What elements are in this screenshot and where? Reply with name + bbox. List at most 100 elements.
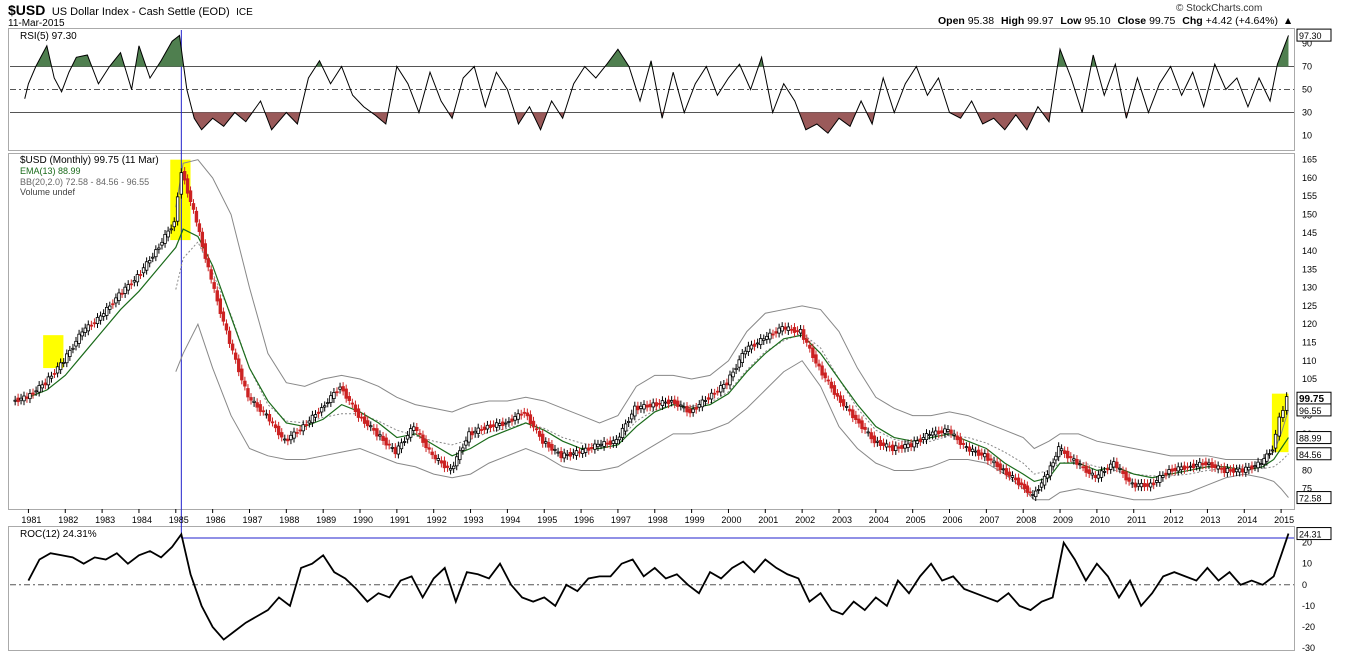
- candle-body: [599, 443, 603, 446]
- candle-body: [854, 414, 858, 421]
- candle-body: [663, 401, 668, 404]
- candle-body: [172, 221, 176, 228]
- candle-body: [160, 241, 164, 246]
- price-panel: 1651601551501451401351301251201151101051…: [13, 155, 1332, 505]
- candle-body: [709, 392, 714, 400]
- candle-body: [283, 438, 287, 441]
- candle-body: [1045, 474, 1050, 479]
- chart-date: 11-Mar-2015: [8, 18, 65, 29]
- candle-body: [1121, 470, 1125, 475]
- candle-body: [408, 428, 413, 438]
- candle-body: [857, 418, 861, 424]
- candle-body: [731, 371, 735, 378]
- candle-body: [519, 413, 523, 416]
- candle-body: [301, 424, 305, 432]
- candle-body: [421, 434, 425, 443]
- candle-body: [1164, 472, 1168, 476]
- candle-body: [233, 352, 238, 360]
- candle-body: [1179, 466, 1184, 471]
- candle-body: [1198, 461, 1202, 468]
- candle-body: [596, 443, 600, 448]
- highlight-box: [43, 335, 64, 369]
- price-legend-bb: BB(20,2.0) 72.58 - 84.56 - 96.55: [20, 177, 149, 187]
- candle-body: [292, 431, 296, 439]
- candle-body: [986, 453, 990, 461]
- candle-body: [992, 460, 996, 464]
- candle-body: [587, 447, 591, 451]
- candle-body: [952, 433, 956, 436]
- candle-body: [918, 438, 923, 442]
- candle-body: [903, 444, 907, 449]
- candle-body: [1225, 467, 1230, 473]
- price-tick-label: 115: [1302, 337, 1316, 347]
- candle-body: [688, 408, 692, 414]
- chg-label: Chg: [1182, 15, 1203, 27]
- candle-body: [924, 433, 929, 441]
- candle-body: [13, 399, 17, 402]
- rsi-tick-label: 30: [1302, 108, 1312, 118]
- candle-body: [1069, 456, 1073, 458]
- candle-body: [556, 451, 560, 454]
- candle-body: [344, 388, 348, 399]
- candle-body: [28, 393, 32, 400]
- candle-body: [1151, 482, 1156, 486]
- x-tick-label: 2010: [1090, 515, 1110, 525]
- candle-body: [528, 414, 533, 425]
- candle-body: [568, 452, 573, 457]
- x-axis: 1981 1982 1983 1984 1985 1986 1987 1988 1989 1990…: [21, 509, 1294, 525]
- candle-body: [927, 434, 932, 436]
- candle-body: [418, 432, 422, 435]
- roc-tick-label: -20: [1302, 622, 1315, 632]
- candle-body: [863, 426, 867, 430]
- price-legend-main: $USD (Monthly) 99.75 (11 Mar): [20, 155, 159, 166]
- candle-body: [1241, 468, 1245, 473]
- rsi-tick-label: 70: [1302, 62, 1312, 72]
- candle-body: [1013, 477, 1018, 481]
- candle-body: [163, 233, 167, 244]
- candle-body: [897, 446, 901, 449]
- candle-body: [22, 395, 26, 402]
- candle-body: [451, 465, 456, 470]
- x-tick-label: 1995: [537, 515, 557, 525]
- candle-body: [464, 440, 468, 446]
- candle-body: [498, 423, 502, 426]
- x-tick-label: 2003: [832, 515, 852, 525]
- candle-body: [894, 445, 898, 451]
- candle-body: [614, 439, 619, 444]
- candle-body: [120, 292, 124, 295]
- candle-body: [848, 408, 852, 412]
- candle-body: [574, 450, 579, 456]
- candle-body: [365, 420, 370, 427]
- low-value: 95.10: [1084, 15, 1111, 27]
- candle-body: [930, 431, 935, 436]
- candle-body: [1093, 475, 1098, 479]
- x-tick-label: 1999: [685, 515, 705, 525]
- candle-body: [1216, 465, 1220, 470]
- candle-body: [1161, 475, 1165, 478]
- chart-header: $USD US Dollar Index - Cash Settle (EOD)…: [8, 2, 1353, 30]
- candle-body: [1004, 468, 1009, 476]
- candle-body: [887, 445, 892, 448]
- candle-body: [439, 460, 444, 464]
- close-label: Close: [1117, 15, 1147, 27]
- candle-body: [786, 326, 791, 331]
- candle-body: [869, 432, 873, 440]
- candle-body: [989, 458, 993, 461]
- candle-body: [323, 405, 327, 408]
- candle-body: [1075, 459, 1079, 465]
- candle-body: [633, 405, 637, 417]
- candle-body: [1222, 466, 1227, 474]
- price-tick-label: 140: [1302, 246, 1317, 256]
- candle-body: [135, 274, 140, 283]
- candle-body: [436, 458, 441, 461]
- candle-body: [608, 440, 612, 445]
- candle-body: [246, 388, 250, 398]
- candle-body: [540, 433, 545, 444]
- candle-body: [62, 362, 66, 364]
- candle-body: [405, 434, 410, 440]
- candle-body: [537, 430, 542, 437]
- x-tick-label: 1986: [206, 515, 226, 525]
- candle-body: [602, 441, 606, 447]
- candle-body: [940, 430, 944, 434]
- candle-body: [706, 397, 711, 400]
